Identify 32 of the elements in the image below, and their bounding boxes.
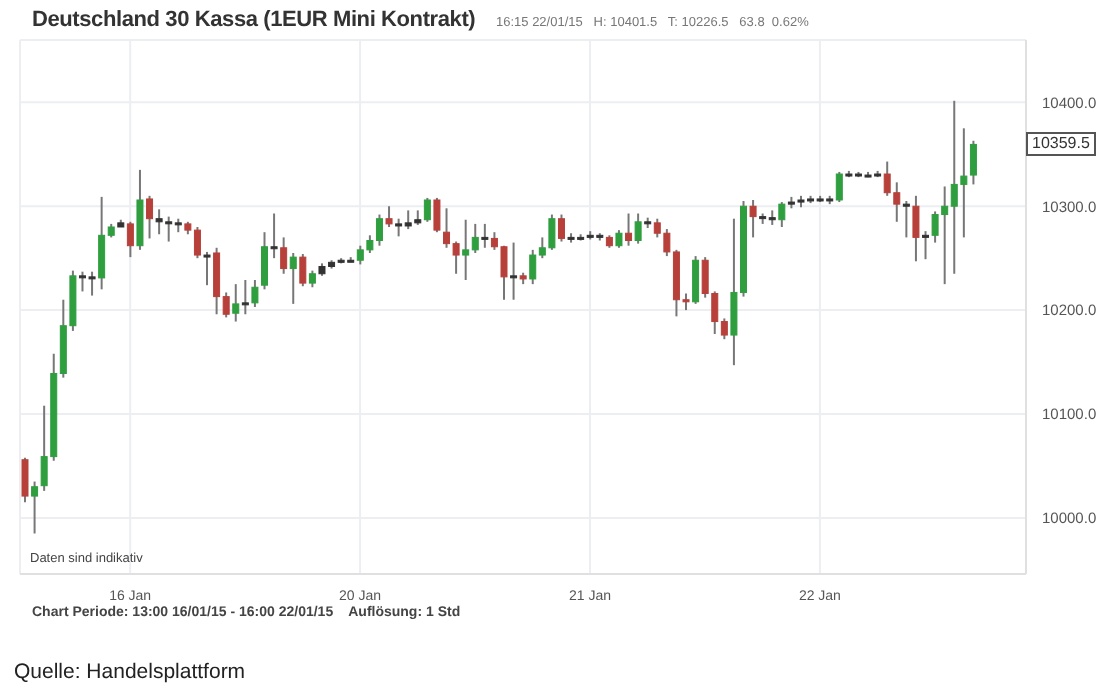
candlestick — [280, 236, 288, 275]
text: 10359.5 — [1026, 132, 1096, 156]
candlestick — [203, 250, 211, 287]
candlestick — [692, 255, 700, 305]
candlestick — [510, 241, 518, 301]
candlestick — [136, 168, 144, 251]
candlestick — [31, 480, 39, 535]
candlestick — [232, 283, 240, 323]
candlestick — [902, 200, 910, 239]
candlestick — [481, 222, 489, 249]
candlestick — [433, 196, 441, 234]
candlestick — [270, 212, 278, 260]
candlestick — [835, 170, 843, 204]
candlestick — [126, 220, 134, 259]
candlestick — [912, 194, 920, 263]
candlestick — [385, 205, 393, 228]
source-note: Quelle: Handelsplattform — [14, 660, 246, 684]
candlestick — [634, 212, 642, 245]
candlestick — [557, 213, 565, 243]
candlestick — [625, 212, 633, 247]
candlestick — [778, 201, 786, 228]
candlestick — [146, 194, 154, 240]
candlestick — [261, 231, 268, 291]
candlestick — [749, 198, 757, 239]
candlestick — [289, 251, 297, 305]
candlestick — [922, 230, 930, 261]
chart-title: Deutschland 30 Kassa (1EUR Mini Kontrakt) — [32, 8, 476, 32]
candlestick — [251, 278, 259, 308]
candlestick — [21, 456, 29, 504]
candlestick — [241, 278, 249, 316]
candlestick — [299, 253, 307, 288]
candlestick — [423, 196, 431, 223]
